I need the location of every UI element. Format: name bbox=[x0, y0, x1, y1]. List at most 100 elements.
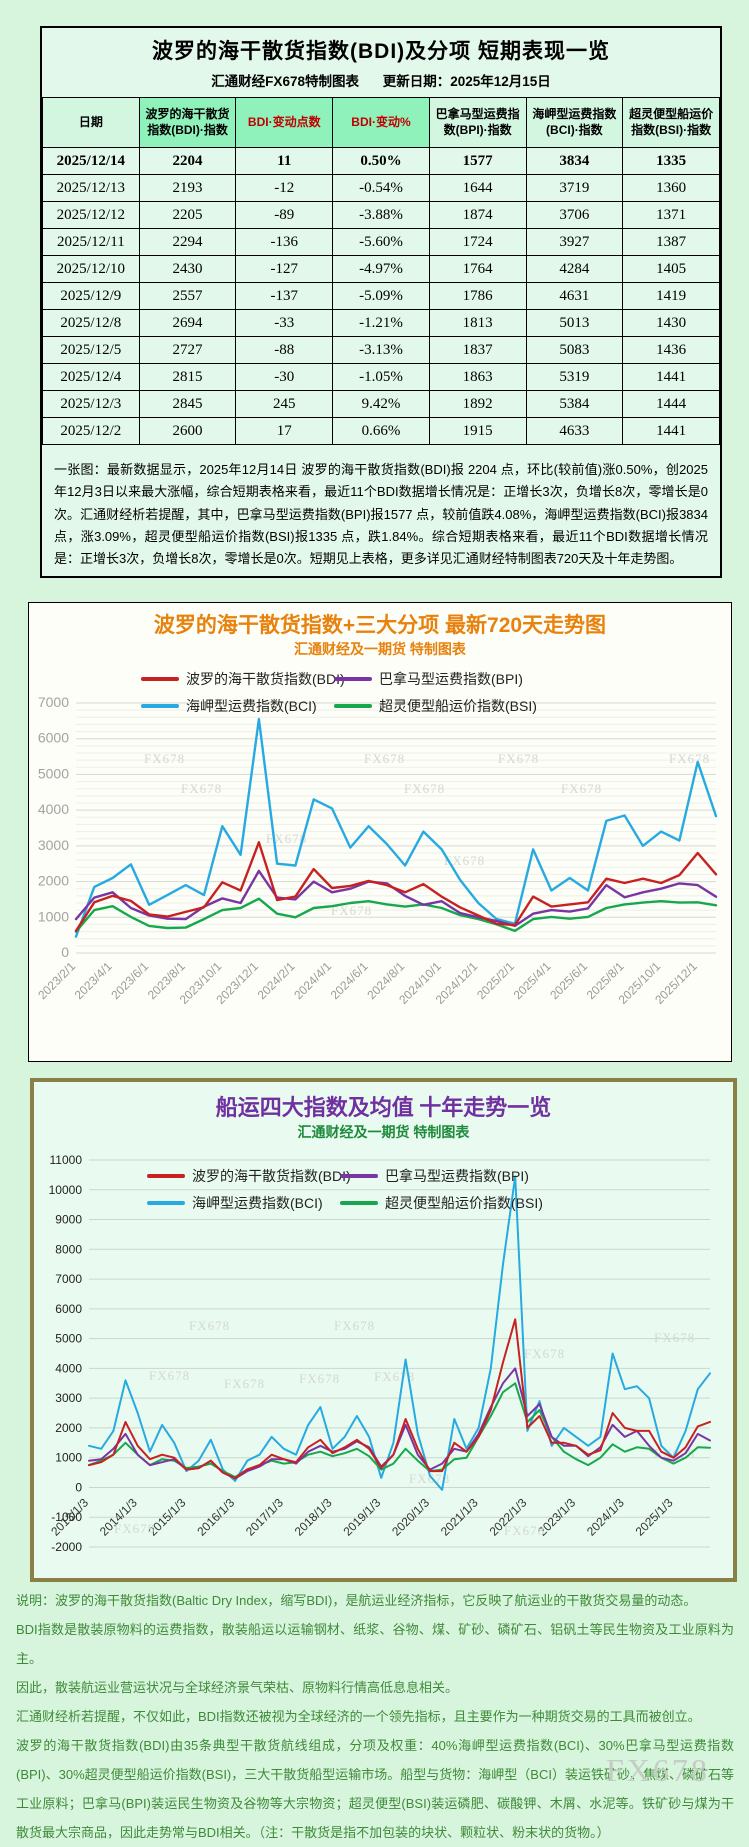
table-cell: 1360 bbox=[622, 174, 720, 202]
table-cell: 2025/12/2 bbox=[42, 417, 140, 445]
table-cell: -136 bbox=[235, 228, 334, 256]
table-cell: -89 bbox=[235, 201, 334, 229]
table-cell: 2025/12/12 bbox=[42, 201, 140, 229]
table-row: 2025/12/8 2694 -33 -1.21% 1813 5013 1430 bbox=[42, 309, 720, 337]
table-cell: -33 bbox=[235, 309, 334, 337]
svg-text:FX678: FX678 bbox=[654, 1330, 695, 1345]
table-cell: 2557 bbox=[138, 282, 237, 310]
table-note: 一张图：最新数据显示，2025年12月14日 波罗的海干散货指数(BDI)报 2… bbox=[54, 462, 708, 567]
svg-text:2024/6/1: 2024/6/1 bbox=[328, 959, 371, 1002]
svg-text:0: 0 bbox=[61, 944, 69, 960]
table-cell: 2025/12/13 bbox=[42, 174, 140, 202]
table-header: 日期 波罗的海干散货指数(BDI)·指数 BDI·变动点数 BDI·变动% 巴拿马型运费… bbox=[42, 97, 720, 148]
table-cell: 1837 bbox=[428, 336, 527, 364]
svg-text:2025/6/1: 2025/6/1 bbox=[547, 959, 590, 1002]
legend-label: 波罗的海干散货指数(BDI) bbox=[186, 671, 345, 687]
table-cell: 1371 bbox=[622, 201, 720, 229]
table-cell: -1.21% bbox=[332, 309, 430, 337]
svg-text:5000: 5000 bbox=[38, 765, 69, 781]
svg-text:1000: 1000 bbox=[55, 1451, 82, 1465]
svg-text:-1000: -1000 bbox=[51, 1510, 82, 1524]
table-cell: 1577 bbox=[428, 147, 527, 175]
chart-720d-box: 波罗的海干散货指数+三大分项 最新720天走势图 汇通财经及一期货 特制图表 波… bbox=[28, 602, 732, 1062]
table-cell: -3.88% bbox=[332, 201, 430, 229]
chart-10y-subtitle: 汇通财经及一期货 特制图表 bbox=[297, 1124, 470, 1140]
table-cell: -5.09% bbox=[332, 282, 430, 310]
legend-item: 波罗的海干散货指数(BDI) bbox=[147, 1166, 351, 1186]
svg-text:FX678: FX678 bbox=[331, 903, 372, 918]
table-cell: 3719 bbox=[525, 174, 624, 202]
svg-text:7000: 7000 bbox=[55, 1272, 82, 1286]
table-cell: 2025/12/8 bbox=[42, 309, 140, 337]
table-cell: 2193 bbox=[138, 174, 237, 202]
table-cell: 2025/12/3 bbox=[42, 390, 140, 418]
svg-text:FX678: FX678 bbox=[224, 1376, 265, 1391]
svg-text:FX678: FX678 bbox=[189, 1318, 230, 1333]
svg-text:2025/4/1: 2025/4/1 bbox=[511, 959, 554, 1002]
table-cell: 5083 bbox=[525, 336, 624, 364]
column-header: 巴拿马型运费指数(BPI)·指数 bbox=[428, 97, 527, 148]
svg-text:FX678: FX678 bbox=[404, 781, 445, 796]
column-header: 海岬型运费指数(BCI)·指数 bbox=[525, 97, 624, 148]
table-cell: -1.05% bbox=[332, 363, 430, 391]
table-cell: 3706 bbox=[525, 201, 624, 229]
table-cell: -137 bbox=[235, 282, 334, 310]
svg-text:FX678: FX678 bbox=[561, 781, 602, 796]
table-cell: 1644 bbox=[428, 174, 527, 202]
fx678-watermark: FX678 bbox=[606, 1752, 710, 1788]
legend-label: 超灵便型船运价指数(BSI) bbox=[379, 698, 537, 714]
svg-text:6000: 6000 bbox=[55, 1302, 82, 1316]
svg-text:2000: 2000 bbox=[55, 1421, 82, 1435]
legend-item: 巴拿马型运费指数(BPI) bbox=[334, 669, 537, 689]
svg-text:FX678: FX678 bbox=[149, 1368, 190, 1383]
table-cell: 1874 bbox=[428, 201, 527, 229]
table-cell: 11 bbox=[235, 147, 334, 175]
table-cell: 2727 bbox=[138, 336, 237, 364]
table-cell: 2294 bbox=[138, 228, 237, 256]
table-cell: -12 bbox=[235, 174, 334, 202]
legend-label: 波罗的海干散货指数(BDI) bbox=[192, 1168, 351, 1184]
table-cell: 5319 bbox=[525, 363, 624, 391]
svg-text:FX678: FX678 bbox=[444, 853, 485, 868]
svg-text:2000: 2000 bbox=[38, 873, 69, 889]
column-header: 超灵便型船运价指数(BSI)·指数 bbox=[622, 97, 720, 148]
footnotes: 说明：波罗的海干散货指数(Baltic Dry Index，缩写BDI)，是航运… bbox=[16, 1586, 734, 1847]
table-cell: -30 bbox=[235, 363, 334, 391]
table-title: 波罗的海干散货指数(BDI)及分项 短期表现一览 bbox=[152, 40, 610, 63]
table-cell: 2600 bbox=[138, 417, 237, 445]
table-cell: 4631 bbox=[525, 282, 624, 310]
table-row: 2025/12/3 2845 245 9.42% 1892 5384 1444 bbox=[42, 390, 720, 418]
svg-text:1000: 1000 bbox=[38, 908, 69, 924]
svg-text:0: 0 bbox=[75, 1480, 82, 1494]
table-cell: 1387 bbox=[622, 228, 720, 256]
chart-720d-subtitle: 汇通财经及一期货 特制图表 bbox=[294, 641, 466, 657]
table-cell: 0.50% bbox=[332, 147, 430, 175]
table-cell: 2205 bbox=[138, 201, 237, 229]
table-cell: 1444 bbox=[622, 390, 720, 418]
legend-line-swatch bbox=[141, 704, 179, 708]
short-term-table-box: 波罗的海干散货指数(BDI)及分项 短期表现一览 汇通财经FX678特制图表 更… bbox=[40, 26, 722, 578]
legend-line-swatch bbox=[334, 704, 372, 708]
table-subtitle-source: 汇通财经FX678特制图表 bbox=[211, 74, 359, 89]
legend-line-swatch bbox=[141, 677, 179, 681]
svg-text:2025/2/1: 2025/2/1 bbox=[474, 959, 517, 1002]
table-cell: 2204 bbox=[138, 147, 237, 175]
svg-text:FX678: FX678 bbox=[524, 1346, 565, 1361]
svg-text:FX678: FX678 bbox=[498, 751, 539, 766]
table-cell: 3834 bbox=[525, 147, 624, 175]
trend-chart-10y: -2000 -1000 0 1000 2000 3000 4000 5000 6000 7000 8… bbox=[48, 1153, 711, 1554]
chart-720d-title: 波罗的海干散货指数+三大分项 最新720天走势图 bbox=[153, 614, 607, 637]
table-cell: -127 bbox=[235, 255, 334, 283]
svg-text:FX678: FX678 bbox=[144, 751, 185, 766]
table-cell: 2025/12/5 bbox=[42, 336, 140, 364]
table-cell: 2025/12/4 bbox=[42, 363, 140, 391]
legend-item: 超灵便型船运价指数(BSI) bbox=[334, 696, 537, 716]
svg-text:5000: 5000 bbox=[55, 1332, 82, 1346]
svg-text:2023/4/1: 2023/4/1 bbox=[72, 959, 115, 1002]
table-cell: 2845 bbox=[138, 390, 237, 418]
svg-text:4000: 4000 bbox=[55, 1361, 82, 1375]
table-row: 2025/12/2 2600 17 0.66% 1915 4633 1441 bbox=[42, 417, 720, 445]
column-header: 日期 bbox=[42, 97, 140, 148]
chart-10y-title: 船运四大指数及均值 十年走势一览 bbox=[215, 1095, 552, 1120]
svg-text:10000: 10000 bbox=[49, 1183, 83, 1197]
